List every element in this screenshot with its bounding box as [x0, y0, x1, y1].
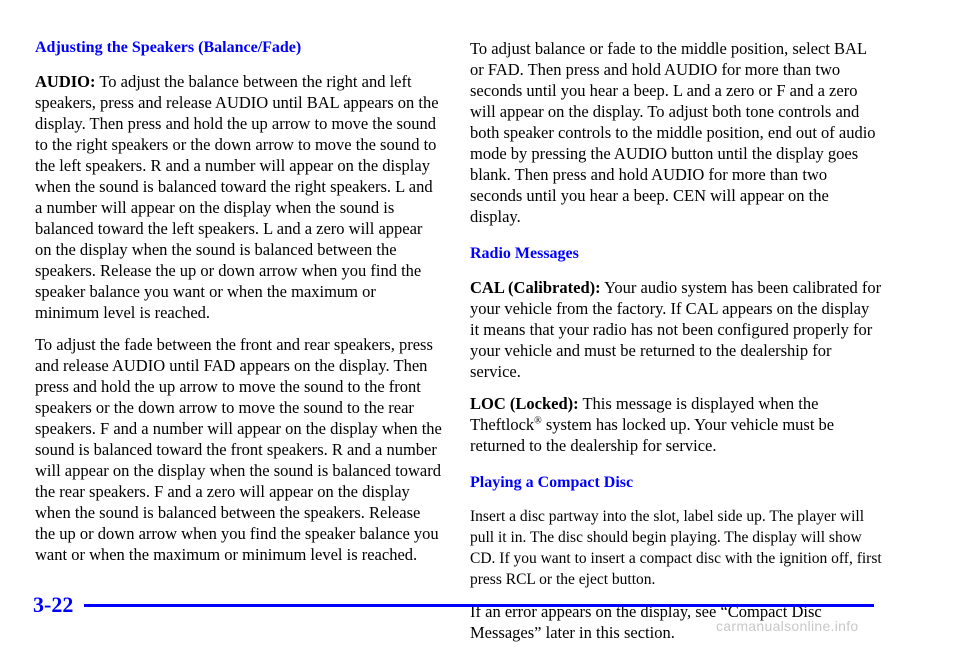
page-number: 3-22 [33, 592, 74, 617]
watermark: carmanualsonline.info [716, 618, 859, 634]
paragraph-loc-text-b: system has locked up. Your vehicle must … [470, 415, 835, 455]
paragraph-cal-text: Your audio system has been calibrated fo… [470, 278, 882, 381]
paragraph-insert-disc: Insert a disc partway into the slot, lab… [470, 508, 882, 588]
section-heading-speakers: Adjusting the Speakers (Balance/Fade) [35, 39, 302, 56]
left-column: Adjusting the Speakers (Balance/Fade) AU… [35, 38, 443, 576]
paragraph-loc-text-a: This message is displayed when the Theft… [470, 394, 819, 434]
term-audio: AUDIO: [35, 72, 96, 91]
term-cal: CAL (Calibrated): [470, 278, 601, 297]
paragraph-loc: LOC (Locked): This message is displayed … [470, 393, 882, 456]
paragraph-audio-balance: AUDIO: To adjust the balance between the… [35, 71, 443, 323]
registered-mark: ® [534, 415, 542, 427]
term-loc: LOC (Locked): [470, 394, 579, 413]
right-column: To adjust balance or fade to the middle … [470, 38, 882, 654]
paragraph-audio-balance-text: To adjust the balance between the right … [35, 72, 439, 322]
section-heading-compact-disc: Playing a Compact Disc [470, 474, 634, 491]
footer-rule [84, 604, 874, 607]
paragraph-fade: To adjust the fade between the front and… [35, 335, 442, 564]
paragraph-middle-position: To adjust balance or fade to the middle … [470, 39, 876, 226]
section-heading-radio-messages: Radio Messages [470, 245, 579, 262]
paragraph-cal: CAL (Calibrated): Your audio system has … [470, 277, 882, 382]
